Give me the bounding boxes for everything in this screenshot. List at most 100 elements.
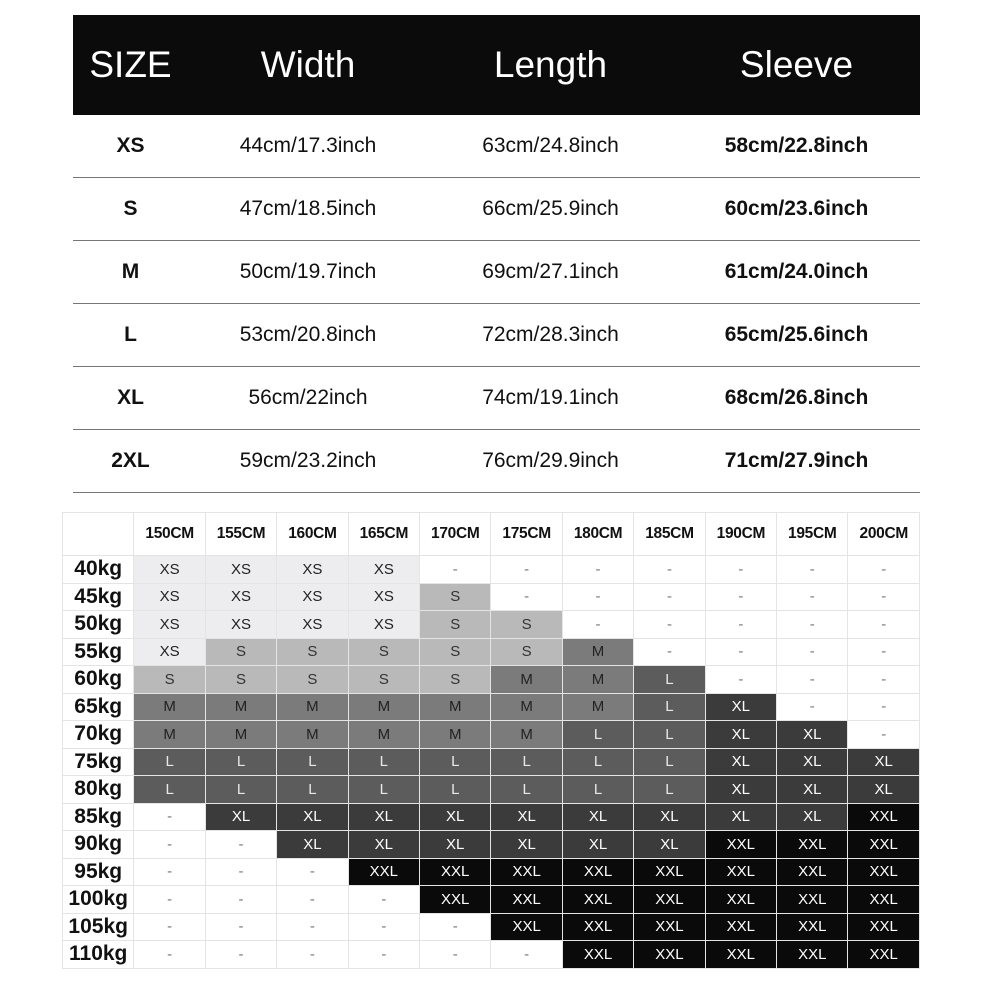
size-cell: -	[704, 610, 778, 639]
size-cell: XXL	[704, 912, 778, 941]
size-cell: -	[633, 582, 706, 611]
size-cell: XXL	[561, 857, 635, 886]
cell-length: 74cm/19.1inch	[482, 386, 619, 409]
size-cell: S	[490, 610, 563, 639]
size-cell: XL	[561, 802, 635, 831]
weight-row: 95kg - - - XXL XXL XXL XXL XXL XXL XXL XXL	[61, 857, 920, 886]
size-cell: -	[419, 555, 492, 584]
cell-length: 69cm/27.1inch	[482, 260, 619, 283]
size-cell: XS	[347, 582, 421, 611]
size-cell: XXL	[561, 940, 635, 969]
cell-width: 53cm/20.8inch	[239, 323, 377, 346]
cell-size: 2XL	[111, 449, 150, 472]
size-cell: S	[490, 637, 563, 666]
cell-length: 66cm/25.9inch	[482, 197, 619, 220]
size-measurement-table: SIZE Width Length Sleeve XS 44cm/17.3inch…	[73, 15, 920, 493]
size-cell: M	[419, 692, 492, 721]
size-cell: L	[419, 747, 492, 776]
cell-sleeve: 60cm/23.6inch	[724, 197, 869, 220]
size-cell: XL	[490, 830, 563, 859]
size-cell: XL	[704, 720, 778, 749]
size-cell: XL	[561, 830, 635, 859]
size-cell: S	[347, 665, 421, 694]
size-cell: L	[133, 775, 206, 804]
height-header: 200CM	[847, 512, 920, 556]
size-cell: XS	[347, 610, 421, 639]
size-cell: XS	[204, 582, 278, 611]
size-cell: M	[276, 692, 349, 721]
size-cell: M	[561, 692, 635, 721]
height-header: 190CM	[704, 512, 778, 556]
weight-row: 85kg - XL XL XL XL XL XL XL XL XL XXL	[61, 802, 920, 831]
size-cell: XL	[276, 830, 349, 859]
size-cell: L	[204, 775, 278, 804]
size-cell: XL	[633, 830, 706, 859]
size-cell: S	[419, 665, 492, 694]
height-header: 175CM	[490, 512, 563, 556]
size-cell: -	[776, 582, 849, 611]
size-cell: XXL	[633, 912, 706, 941]
size-cell: S	[419, 582, 492, 611]
size-cell: -	[419, 940, 492, 969]
size-cell: -	[133, 940, 206, 969]
size-cell: L	[633, 747, 706, 776]
size-cell: M	[347, 692, 421, 721]
cell-width: 44cm/17.3inch	[239, 134, 377, 157]
size-cell: XS	[276, 555, 349, 584]
size-cell: XL	[204, 802, 278, 831]
weight-row: 40kg XS XS XS XS - - - - - - -	[61, 555, 920, 584]
size-cell: -	[633, 610, 706, 639]
size-cell: M	[490, 665, 563, 694]
height-header: 160CM	[276, 512, 349, 556]
size-cell: L	[276, 775, 349, 804]
cell-size: XS	[116, 134, 145, 157]
size-cell: XXL	[419, 885, 492, 914]
size-cell: XXL	[490, 912, 563, 941]
header-width: Width	[260, 44, 356, 85]
size-cell: XL	[776, 720, 849, 749]
size-cell: XXL	[490, 885, 563, 914]
size-cell: XS	[133, 610, 206, 639]
weight-row: 100kg - - - - XXL XXL XXL XXL XXL XXL XXL	[61, 885, 920, 914]
size-cell: XXL	[847, 857, 920, 886]
weight-row: 110kg - - - - - - XXL XXL XXL XXL XXL	[61, 940, 920, 969]
size-cell: -	[847, 637, 920, 666]
size-cell: -	[204, 885, 278, 914]
size-cell: M	[204, 692, 278, 721]
size-cell: XS	[133, 555, 206, 584]
size-cell: S	[419, 610, 492, 639]
size-cell: XXL	[490, 857, 563, 886]
size-row: M 50cm/19.7inch 69cm/27.1inch 61cm/24.0inch	[73, 241, 920, 304]
size-cell: XS	[276, 610, 349, 639]
size-cell: -	[204, 830, 278, 859]
weight-row: 105kg - - - - - XXL XXL XXL XXL XXL XXL	[61, 912, 920, 941]
weight-label: 60kg	[61, 665, 135, 694]
size-cell: L	[347, 775, 421, 804]
size-cell: XXL	[776, 912, 849, 941]
size-cell: -	[276, 940, 349, 969]
size-cell: XXL	[847, 830, 920, 859]
size-cell: XXL	[419, 857, 492, 886]
height-header: 170CM	[419, 512, 492, 556]
weight-label: 105kg	[61, 912, 135, 941]
size-cell: -	[133, 802, 206, 831]
size-cell: XS	[204, 610, 278, 639]
size-cell: S	[276, 637, 349, 666]
weight-label: 95kg	[61, 857, 135, 886]
size-cell: XXL	[704, 830, 778, 859]
header-size: SIZE	[89, 44, 172, 85]
cell-length: 76cm/29.9inch	[482, 449, 619, 472]
cell-sleeve: 58cm/22.8inch	[724, 134, 869, 157]
size-cell: L	[347, 747, 421, 776]
size-cell: L	[633, 720, 706, 749]
size-cell: -	[204, 912, 278, 941]
size-cell: -	[133, 885, 206, 914]
size-cell: M	[204, 720, 278, 749]
size-cell: M	[561, 637, 635, 666]
size-cell: -	[347, 912, 421, 941]
weight-row: 45kg XS XS XS XS S - - - - - -	[61, 582, 920, 611]
size-cell: L	[561, 720, 635, 749]
size-cell: XXL	[561, 912, 635, 941]
size-cell: S	[204, 637, 278, 666]
weight-label: 100kg	[61, 885, 135, 914]
